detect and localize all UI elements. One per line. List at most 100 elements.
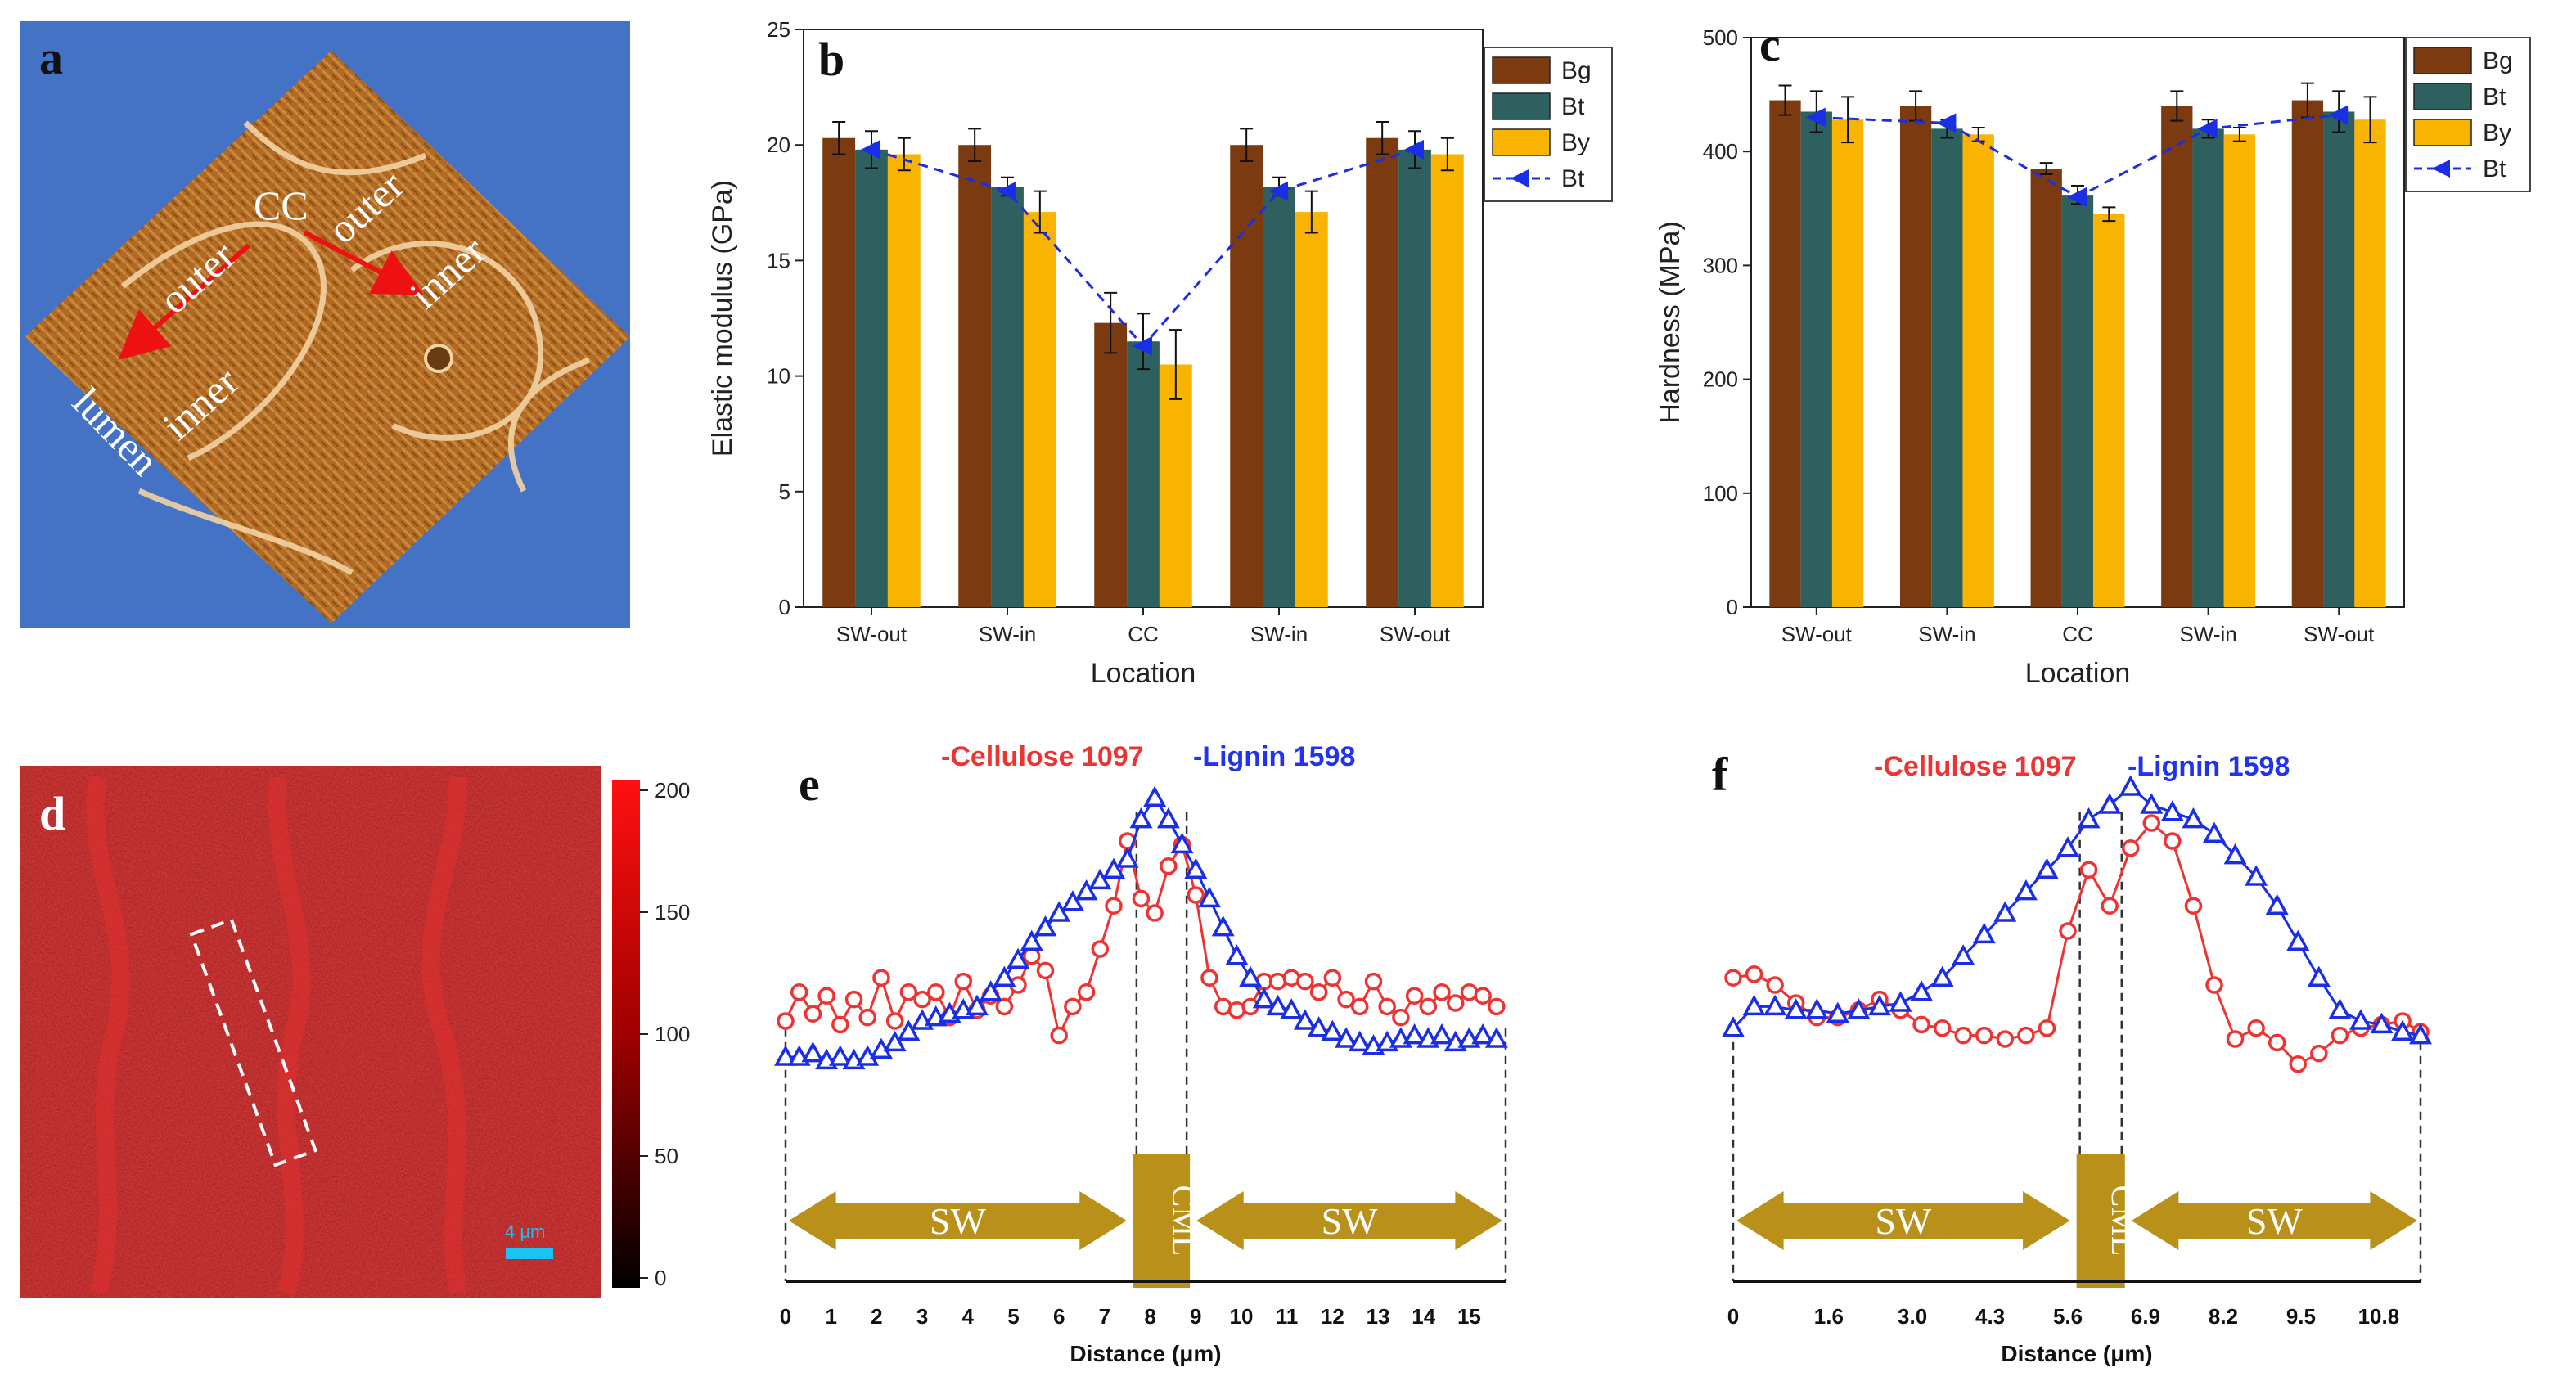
legend-swatch-bt xyxy=(2413,83,2472,110)
x-tick-label: SW-in xyxy=(2179,622,2236,646)
cellulose-point xyxy=(899,983,918,1001)
cellulose-point xyxy=(1077,983,1096,1001)
legend-swatch-by xyxy=(1492,128,1551,156)
x-tick-label: 5 xyxy=(1007,1304,1019,1329)
cellulose-point xyxy=(1724,969,1742,987)
bar-bt xyxy=(855,149,888,607)
cellulose-point xyxy=(2310,1044,2328,1063)
sw-label-left: SW xyxy=(1875,1200,1932,1242)
y-axis-title: Hardness (MPa) xyxy=(1655,221,1686,424)
lignin-point xyxy=(2328,998,2352,1019)
x-tick-label: 0 xyxy=(780,1304,791,1329)
y-tick-label: 5 xyxy=(779,479,790,504)
lignin-point xyxy=(1742,994,1766,1016)
legend-label: Bt xyxy=(2483,83,2506,110)
lignin-point xyxy=(883,1030,907,1052)
lignin-point xyxy=(2391,1019,2415,1041)
red-arrow-right xyxy=(303,230,424,295)
legend-swatch-by xyxy=(2413,119,2472,146)
cellulose-point xyxy=(1091,940,1110,958)
lignin-point xyxy=(1252,987,1276,1009)
x-tick-label: 14 xyxy=(1412,1304,1435,1329)
cellulose-point xyxy=(2205,976,2223,994)
lignin-point xyxy=(1129,807,1153,829)
lignin-point xyxy=(1889,991,1912,1012)
bar-bg xyxy=(2291,100,2324,607)
sw-arrow-left xyxy=(1736,1191,2070,1250)
legend-swatch-bt xyxy=(1492,92,1551,120)
lignin-point xyxy=(828,1045,852,1066)
label-cc: CC xyxy=(254,182,308,228)
lignin-point xyxy=(2182,807,2205,829)
panel-letter-f: f xyxy=(1712,748,1728,801)
lignin-point xyxy=(1143,785,1167,807)
lignin-point xyxy=(1307,1016,1331,1037)
x-tick-label: 11 xyxy=(1276,1304,1299,1329)
x-axis-title: Distance (μm) xyxy=(1070,1341,1221,1366)
x-tick-label: 8.2 xyxy=(2209,1304,2238,1329)
x-tick-label: 0 xyxy=(1727,1304,1739,1329)
cellulose-point xyxy=(1419,997,1438,1016)
cellulose-point xyxy=(1105,897,1123,915)
y-axis-title: Elastic modulus (GPa) xyxy=(707,180,738,457)
cellulose-point xyxy=(1160,857,1178,875)
afm-scan-diamond xyxy=(25,51,630,623)
x-tick-label: SW-out xyxy=(836,622,907,646)
cellulose-point xyxy=(1364,972,1383,991)
cellulose-point xyxy=(1405,987,1424,1005)
cellulose-point xyxy=(858,1008,877,1027)
y-tick-label: 0 xyxy=(1727,595,1738,619)
cellulose-point xyxy=(913,990,931,1009)
lignin-point xyxy=(1239,965,1263,987)
x-tick-label: 6 xyxy=(1053,1304,1065,1329)
lignin-point xyxy=(2098,793,2122,814)
bar-bg xyxy=(1769,100,1801,607)
lignin-point xyxy=(1088,868,1112,890)
y-tick-label: 200 xyxy=(1703,367,1738,392)
x-tick-label: 1 xyxy=(825,1304,836,1329)
bt-trend-marker xyxy=(2328,105,2349,125)
cellulose-point xyxy=(777,1012,795,1030)
cellulose-point xyxy=(995,997,1014,1016)
bar-bg xyxy=(958,145,992,607)
title-lignin: -Lignin 1598 xyxy=(1193,741,1355,772)
lignin-point xyxy=(1061,890,1084,911)
scale-bar xyxy=(506,1248,553,1259)
panel-b-elastic-modulus-chart: 0 5 10 15 20 25 SW-out SW-in CC SW-in SW-out Locati… xyxy=(707,17,1613,689)
bar-bt xyxy=(2061,195,2094,607)
cml-label: CML xyxy=(1165,1185,1202,1257)
title-cellulose: -Cellulose 1097 xyxy=(1874,751,2077,782)
x-tick-label: 5.6 xyxy=(2053,1304,2083,1329)
x-tick-label: 12 xyxy=(1321,1304,1344,1329)
panel-d-raman-map: 4 μm d 200 150 100 50 0 xyxy=(20,766,690,1298)
cellulose-point xyxy=(1064,997,1082,1016)
cell-wall-outline xyxy=(507,357,591,493)
sw-arrow-left xyxy=(789,1191,1127,1250)
x-tick-label: 13 xyxy=(1367,1304,1390,1329)
lignin-point xyxy=(1805,998,1829,1019)
cellulose-point xyxy=(817,987,835,1005)
bar-by xyxy=(1023,212,1056,607)
cellulose-point xyxy=(1351,997,1369,1016)
x-tick-label: SW-in xyxy=(1918,622,1975,646)
legend-marker-bt xyxy=(1511,169,1529,187)
lignin-point xyxy=(1074,879,1098,901)
cellulose-point xyxy=(2268,1033,2286,1052)
y-tick-label: 100 xyxy=(1703,481,1738,506)
lignin-point xyxy=(1763,994,1787,1016)
cellulose-point xyxy=(2121,839,2140,857)
cellulose-point xyxy=(872,969,890,987)
cellulose-line xyxy=(1732,821,2421,1066)
x-tick-label: 8 xyxy=(1144,1304,1155,1329)
scale-bar-label: 4 μm xyxy=(505,1221,545,1242)
panel-f-line-profile: -Cellulose 1097 -Lignin 1598 SW SW CML 0 1.6 3.… xyxy=(1722,751,2432,1366)
bar-by xyxy=(887,154,921,608)
sw-arrow-right xyxy=(1196,1191,1502,1250)
panel-letter-c: c xyxy=(1759,18,1781,71)
lignin-point xyxy=(979,980,1002,1001)
panel-letter-a: a xyxy=(39,31,63,84)
x-tick-label: 1.6 xyxy=(1814,1304,1844,1329)
bright-cell-wall xyxy=(86,776,130,1295)
lignin-point xyxy=(2223,843,2247,865)
lignin-point xyxy=(2409,1023,2432,1045)
